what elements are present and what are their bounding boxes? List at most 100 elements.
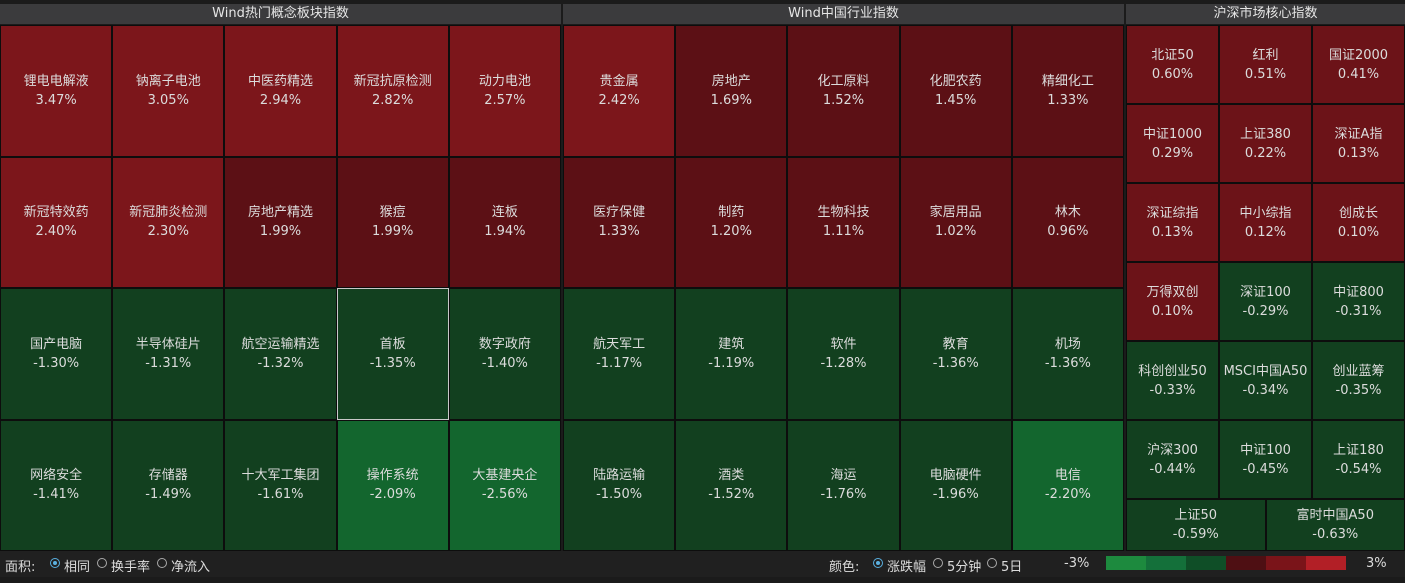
heatmap-cell[interactable]: 存储器 -1.49% xyxy=(112,419,225,551)
heatmap-cell[interactable]: 大基建央企 -2.56% xyxy=(448,419,561,551)
cell-change: 0.10% xyxy=(1337,224,1380,240)
heatmap-cell[interactable]: 机场 -1.36% xyxy=(1011,288,1124,420)
heatmap-cell[interactable]: 家居用品 1.02% xyxy=(899,156,1012,288)
heatmap-cell[interactable]: 上证180 -0.54% xyxy=(1312,420,1405,499)
cell-change: 3.05% xyxy=(147,92,189,108)
heatmap-cell[interactable]: 创成长 0.10% xyxy=(1312,183,1405,262)
cell-name: 化肥农药 xyxy=(929,73,982,89)
heatmap-cell[interactable]: 房地产精选 1.99% xyxy=(224,156,337,288)
cell-change: -0.54% xyxy=(1335,461,1382,477)
cell-name: 万得双创 xyxy=(1146,284,1199,300)
cell-change: -0.31% xyxy=(1335,303,1382,319)
heatmap-cell[interactable]: 医疗保健 1.33% xyxy=(563,156,676,288)
heatmap-cell[interactable]: 电脑硬件 -1.96% xyxy=(899,419,1012,551)
heatmap-cell[interactable]: 锂电电解液 3.47% xyxy=(0,25,113,157)
heatmap-cell[interactable]: 新冠抗原检测 2.82% xyxy=(336,25,449,157)
cell-change: -1.28% xyxy=(820,355,867,371)
cell-change: -0.33% xyxy=(1149,382,1196,398)
color-option[interactable]: 5日 xyxy=(1001,560,1023,575)
heatmap-cell[interactable]: MSCI中国A50 -0.34% xyxy=(1219,341,1312,420)
heatmap-cell[interactable]: 中证1000 0.29% xyxy=(1126,104,1219,183)
heatmap-cell[interactable]: 教育 -1.36% xyxy=(899,288,1012,420)
cell-change: 1.45% xyxy=(935,92,977,108)
heatmap-cell[interactable]: 富时中国A50 -0.63% xyxy=(1265,499,1405,551)
cell-change: 1.02% xyxy=(935,224,977,240)
heatmap-cell[interactable]: 连板 1.94% xyxy=(448,156,561,288)
heatmap-cell[interactable]: 沪深300 -0.44% xyxy=(1126,420,1219,499)
heatmap-cell[interactable]: 航天军工 -1.17% xyxy=(563,288,676,420)
heatmap-cell[interactable]: 中医药精选 2.94% xyxy=(224,25,337,157)
radio[interactable] xyxy=(873,558,883,568)
heatmap-cell[interactable]: 酒类 -1.52% xyxy=(675,419,788,551)
heatmap-cell[interactable]: 深证100 -0.29% xyxy=(1219,262,1312,341)
heatmap-cell[interactable]: 钠离子电池 3.05% xyxy=(112,25,225,157)
heatmap-cell[interactable]: 新冠肺炎检测 2.30% xyxy=(112,156,225,288)
cell-name: 连板 xyxy=(491,205,518,221)
area-option[interactable]: 换手率 xyxy=(111,560,151,575)
heatmap-cell[interactable]: 海运 -1.76% xyxy=(787,419,900,551)
area-option[interactable]: 净流入 xyxy=(171,560,211,575)
heatmap-cell[interactable]: 化工原料 1.52% xyxy=(787,25,900,157)
heatmap-cell[interactable]: 贵金属 2.42% xyxy=(563,25,676,157)
cell-name: 家居用品 xyxy=(929,205,982,221)
cell-name: 半导体硅片 xyxy=(135,336,201,352)
panel-header: Wind热门概念板块指数 xyxy=(0,4,561,24)
heatmap-cell[interactable]: 深证综指 0.13% xyxy=(1126,183,1219,262)
cell-name: 猴痘 xyxy=(379,205,406,221)
heatmap-cell[interactable]: 科创创业50 -0.33% xyxy=(1126,341,1219,420)
radio[interactable] xyxy=(987,558,997,568)
heatmap-cell[interactable]: 国产电脑 -1.30% xyxy=(0,288,113,420)
radio[interactable] xyxy=(97,558,107,568)
heatmap-cell[interactable]: 电信 -2.20% xyxy=(1011,419,1124,551)
heatmap-cell[interactable]: 中小综指 0.12% xyxy=(1219,183,1312,262)
heatmap-cell[interactable]: 十大军工集团 -1.61% xyxy=(224,419,337,551)
cell-change: -1.31% xyxy=(145,355,192,371)
cell-change: 0.60% xyxy=(1151,66,1194,82)
color-option[interactable]: 5分钟 xyxy=(947,560,982,575)
heatmap-cell[interactable]: 上证380 0.22% xyxy=(1219,104,1312,183)
heatmap-cell[interactable]: 半导体硅片 -1.31% xyxy=(112,288,225,420)
heatmap-cell[interactable]: 数字政府 -1.40% xyxy=(448,288,561,420)
heatmap-cell[interactable]: 航空运输精选 -1.32% xyxy=(224,288,337,420)
footer-bar: 面积: 相同 换手率 净流入 颜色: 涨跌幅 5分钟 5日 -3% 3% xyxy=(0,551,1405,577)
heatmap-cell[interactable]: 红利 0.51% xyxy=(1219,25,1312,104)
heatmap-cell[interactable]: 国证2000 0.41% xyxy=(1312,25,1405,104)
heatmap-cell[interactable]: 创业蓝筹 -0.35% xyxy=(1312,341,1405,420)
heatmap-cell[interactable]: 建筑 -1.19% xyxy=(675,288,788,420)
heatmap-cell[interactable]: 首板 -1.35% xyxy=(336,288,449,420)
heatmap-cell[interactable]: 中证100 -0.45% xyxy=(1219,420,1312,499)
color-option[interactable]: 涨跌幅 xyxy=(887,560,927,575)
heatmap-cell[interactable]: 动力电池 2.57% xyxy=(448,25,561,157)
radio[interactable] xyxy=(157,558,167,568)
heatmap-cell[interactable]: 精细化工 1.33% xyxy=(1011,25,1124,157)
heatmap-cell[interactable]: 化肥农药 1.45% xyxy=(899,25,1012,157)
cell-name: 房地产 xyxy=(711,73,751,89)
heatmap-cell[interactable]: 上证50 -0.59% xyxy=(1126,499,1266,551)
cell-name: 医疗保健 xyxy=(593,205,646,221)
heatmap-cell[interactable]: 中证800 -0.31% xyxy=(1312,262,1405,341)
heatmap-cell[interactable]: 网络安全 -1.41% xyxy=(0,419,113,551)
heatmap-cell[interactable]: 林木 0.96% xyxy=(1011,156,1124,288)
area-option[interactable]: 相同 xyxy=(64,560,91,575)
heatmap-cell[interactable]: 陆路运输 -1.50% xyxy=(563,419,676,551)
cell-change: 2.42% xyxy=(598,92,640,108)
cell-change: 0.29% xyxy=(1151,145,1194,161)
cell-name: 电脑硬件 xyxy=(929,468,982,484)
heatmap-cell[interactable]: 猴痘 1.99% xyxy=(336,156,449,288)
heatmap-cell[interactable]: 生物科技 1.11% xyxy=(787,156,900,288)
cell-name: 动力电池 xyxy=(478,73,531,89)
heatmap-cell[interactable]: 房地产 1.69% xyxy=(675,25,788,157)
heatmap-cell[interactable]: 万得双创 0.10% xyxy=(1126,262,1219,341)
radio[interactable] xyxy=(933,558,943,568)
cell-name: 贵金属 xyxy=(599,73,639,89)
cell-change: 1.20% xyxy=(710,224,752,240)
heatmap-cell[interactable]: 软件 -1.28% xyxy=(787,288,900,420)
heatmap-cell[interactable]: 北证50 0.60% xyxy=(1126,25,1219,104)
radio[interactable] xyxy=(50,558,60,568)
cell-name: 海运 xyxy=(830,468,857,484)
heatmap-cell[interactable]: 新冠特效药 2.40% xyxy=(0,156,113,288)
heatmap-cell[interactable]: 深证A指 0.13% xyxy=(1312,104,1405,183)
heatmap-cell[interactable]: 操作系统 -2.09% xyxy=(336,419,449,551)
scale-swatch xyxy=(1146,556,1186,570)
heatmap-cell[interactable]: 制药 1.20% xyxy=(675,156,788,288)
